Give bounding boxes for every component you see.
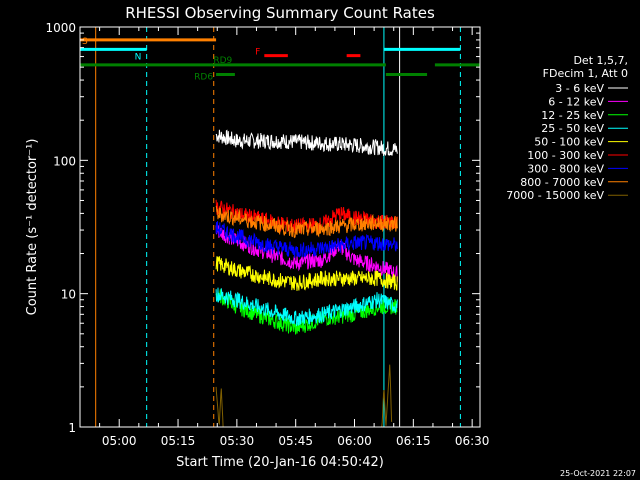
y-tick-label-0: 1 [68, 421, 76, 435]
axis-ticks: 05:00 05:15 05:30 05:45 06:00 06:15 06:30 1 10 10… [45, 21, 489, 448]
y-axis-label: Count Rate (s⁻¹ detector⁻¹) [25, 139, 40, 316]
y-tick-label-3: 1000 [45, 21, 76, 35]
x-axis-label: Start Time (20-Jan-16 04:50:42) [176, 455, 384, 470]
x-tick-label-0: 05:00 [102, 434, 137, 448]
x-tick-label-4: 06:00 [337, 434, 372, 448]
series-line-7 [215, 205, 398, 239]
legend-header-0: Det 1,5,7, [573, 54, 628, 67]
legend-label-8: 7000 - 15000 keV [506, 189, 604, 202]
legend-label-1: 6 - 12 keV [548, 95, 604, 108]
legend-label-2: 12 - 25 keV [541, 109, 604, 122]
legend-label-6: 300 - 800 keV [527, 162, 604, 175]
series-line-1 [215, 225, 398, 282]
series-line-6 [215, 221, 398, 258]
legend-label-7: 800 - 7000 keV [520, 176, 604, 189]
flag-label-s: S [82, 37, 88, 47]
flag-label-rd6: RD6 [194, 73, 213, 83]
legend-label-4: 50 - 100 keV [534, 136, 604, 149]
legend-header-1: FDecim 1, Att 0 [543, 67, 628, 80]
x-tick-label-3: 05:45 [278, 434, 313, 448]
plot-frame [79, 26, 481, 428]
series-line-4 [215, 256, 398, 291]
series-line-0 [215, 129, 398, 156]
legend-label-5: 100 - 300 keV [527, 149, 604, 162]
y-tick-label-1: 10 [61, 288, 76, 302]
series-line-2 [215, 289, 398, 335]
flag-label-f: F [255, 48, 260, 58]
y-tick-label-2: 100 [53, 154, 76, 168]
footer-date: 25-Oct-2021 22:07 [560, 469, 636, 478]
x-tick-label-2: 05:30 [220, 434, 255, 448]
flag-label-n: N [135, 52, 142, 62]
x-tick-label-1: 05:15 [161, 434, 196, 448]
chart-title: RHESSI Observing Summary Count Rates [125, 4, 435, 22]
legend-label-3: 25 - 50 keV [541, 122, 604, 135]
legend-label-0: 3 - 6 keV [555, 82, 604, 95]
flag-label-rd9: RD9 [213, 56, 232, 66]
x-tick-label-6: 06:30 [455, 434, 490, 448]
x-tick-label-5: 06:15 [396, 434, 431, 448]
series-line-3 [215, 287, 398, 327]
